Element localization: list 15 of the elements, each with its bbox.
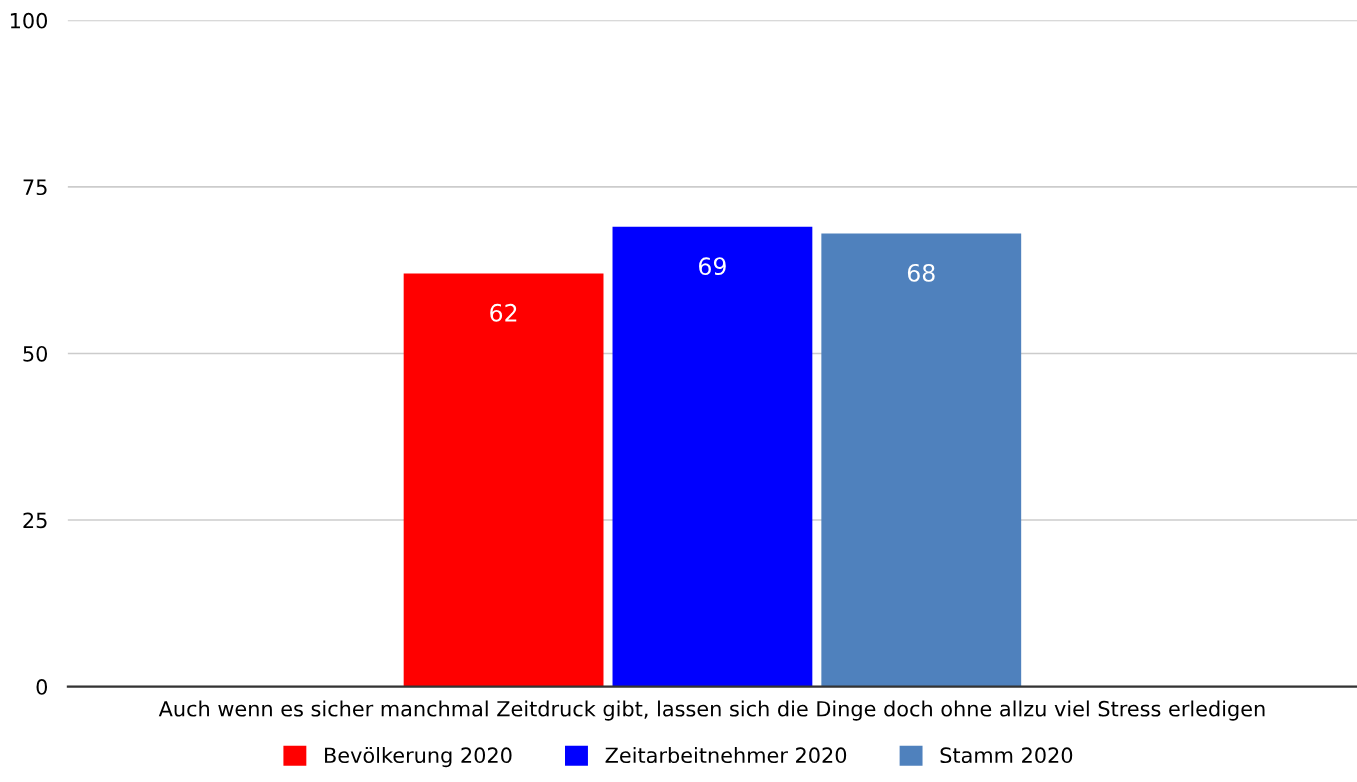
bar [821,233,1022,687]
y-tick-label: 75 [23,179,47,196]
legend-label: Zeitarbeitnehmer 2020 [605,747,847,764]
data-label: 69 [699,257,726,276]
bar [612,226,813,687]
bar [403,273,604,687]
y-tick-label: 100 [10,12,48,29]
y-tick-label: 25 [23,512,47,529]
y-tick-label: 0 [36,679,48,695]
legend-label: Stamm 2020 [940,747,1073,764]
data-label: 68 [907,263,935,282]
data-label: 62 [490,303,517,322]
legend-label: Bevölkerung 2020 [325,747,512,768]
x-tick-label: Auch wenn es sicher manchmal Zeitdruck gibt, lassen sich die Dinge doch ohne allzu viel Stress erledigen [158,700,1265,721]
y-tick-label: 50 [23,345,48,362]
